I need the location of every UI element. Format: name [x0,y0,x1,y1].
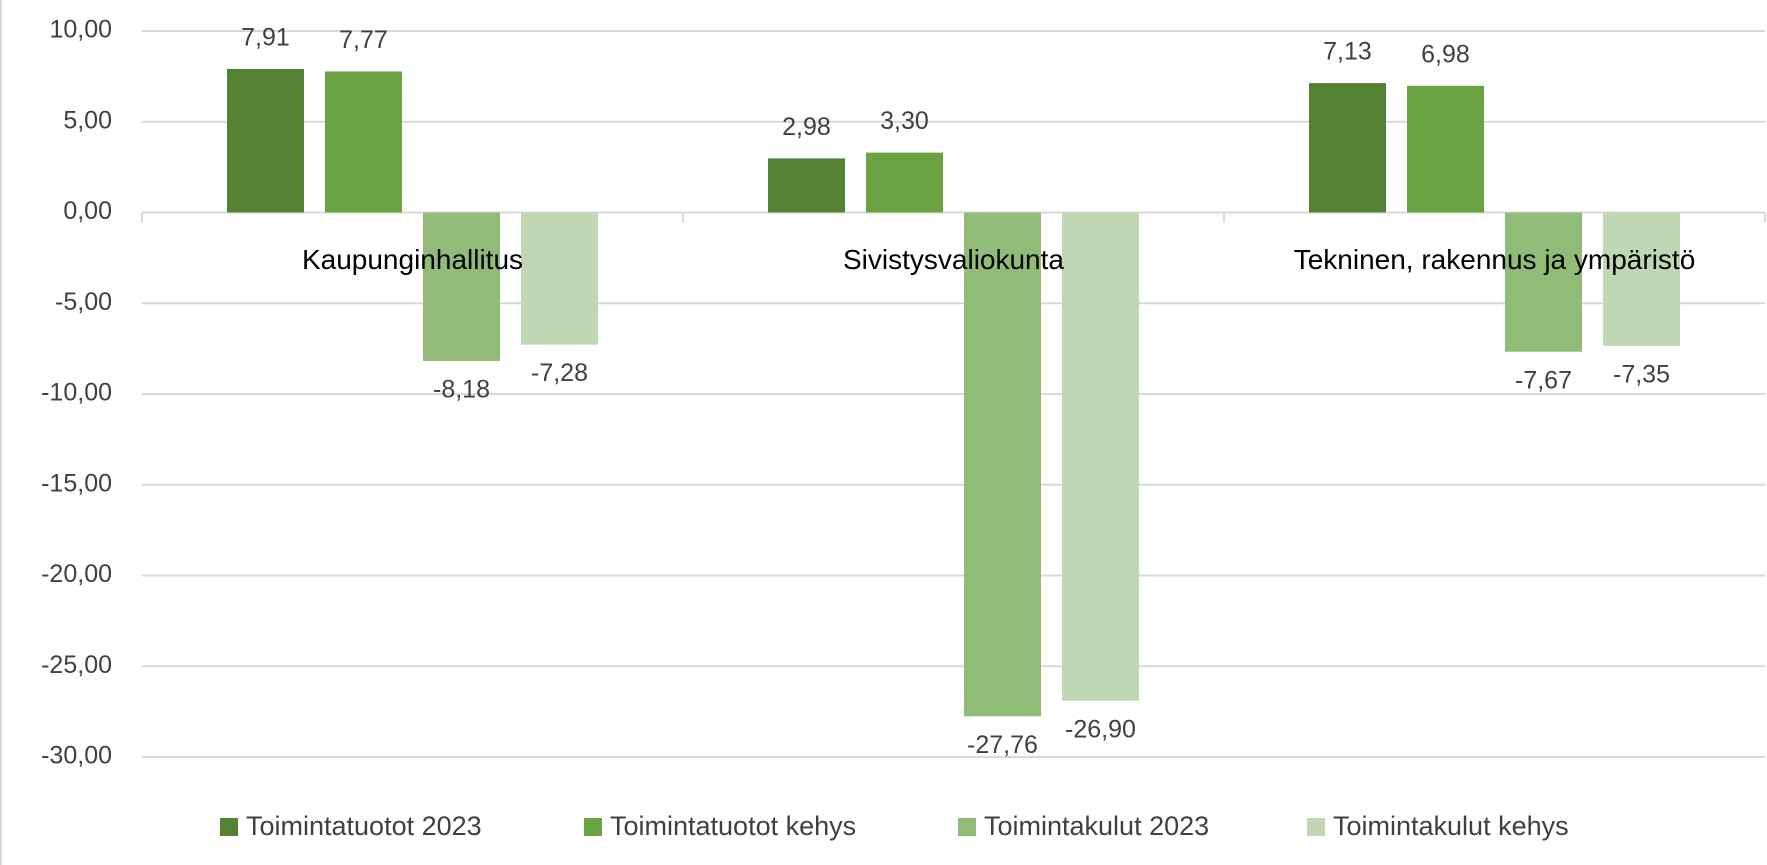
y-tick-label: -25,00 [41,651,112,679]
data-label: -8,18 [433,376,490,404]
legend-swatch [958,818,976,836]
bar [423,212,500,361]
data-label: 7,91 [241,24,290,52]
legend-label: Toimintatuotot kehys [610,811,856,841]
data-label: 2,98 [782,113,831,141]
bar [521,212,598,345]
data-label: 7,77 [339,26,388,54]
bar [227,68,304,213]
legend-label: Toimintakulut 2023 [984,811,1209,841]
y-tick-label: -10,00 [41,379,112,407]
y-tick-label: -30,00 [41,742,112,770]
y-tick-label: 0,00 [63,197,112,225]
x-tick-label: Tekninen, rakennus ja ympäristö [1294,244,1696,275]
data-label: 7,13 [1323,38,1372,66]
x-tick-label: Kaupunginhallitus [302,244,523,275]
y-tick-label: -20,00 [41,560,112,588]
bar [1603,212,1680,346]
y-tick-label: -5,00 [55,288,112,316]
y-tick-label: 5,00 [63,106,112,134]
y-tick-label: -15,00 [41,469,112,497]
x-tick-label: Sivistysvaliokunta [843,244,1064,275]
bar [1309,83,1386,213]
bar [325,71,402,213]
bar [1062,212,1139,701]
data-label: -7,35 [1613,361,1670,389]
legend-swatch [1307,818,1325,836]
bar [964,212,1041,717]
bar [1407,85,1484,213]
legend-label: Toimintakulut kehys [1333,811,1569,841]
data-label: 3,30 [880,107,929,135]
legend-label: Toimintatuotot 2023 [246,811,482,841]
y-tick-label: 10,00 [49,16,112,44]
legend-swatch [584,818,602,836]
data-label: -7,67 [1515,366,1572,394]
data-label: -26,90 [1065,715,1136,743]
data-label: -27,76 [967,731,1038,759]
bar [866,152,943,213]
bar [1505,212,1582,352]
data-label: -7,28 [531,359,588,387]
data-label: 6,98 [1421,40,1470,68]
legend-swatch [220,818,238,836]
bar [768,158,845,213]
